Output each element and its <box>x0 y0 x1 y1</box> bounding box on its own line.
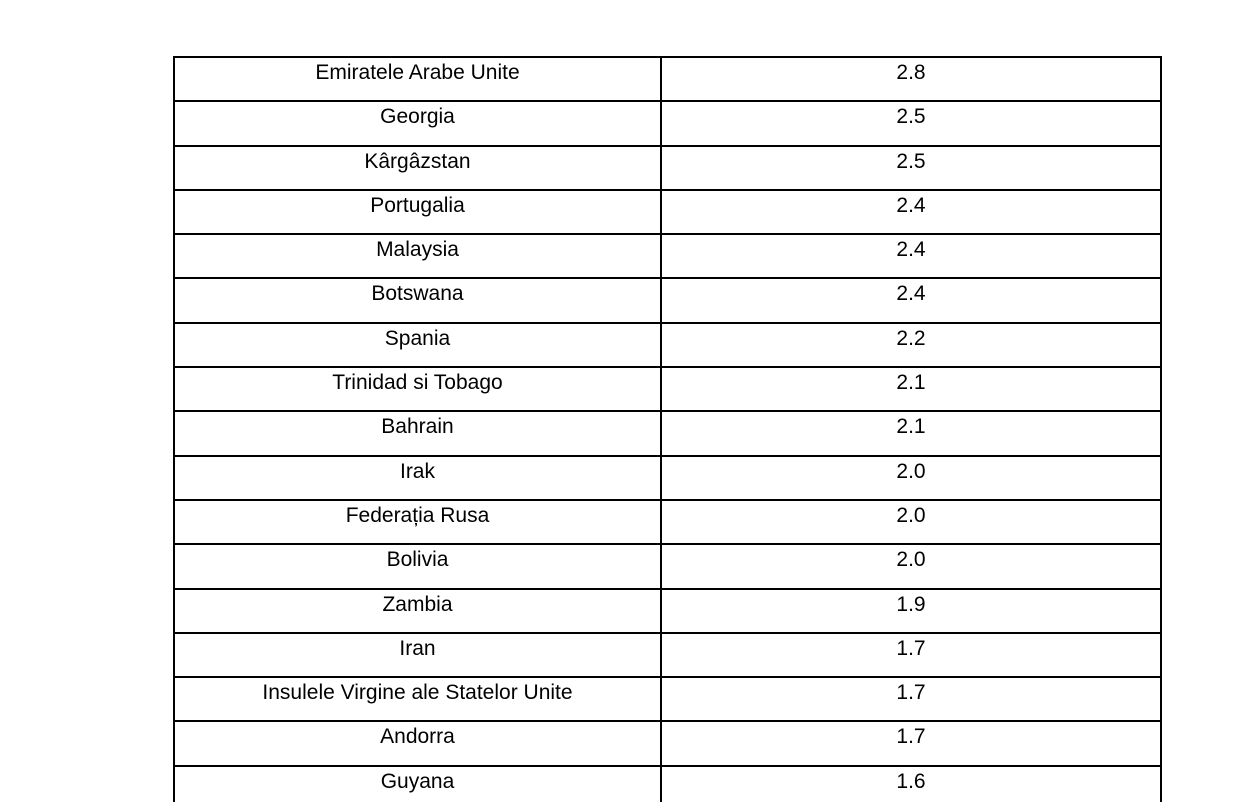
value-cell: 2.0 <box>660 454 1162 501</box>
country-cell: Insulele Virgine ale Statelor Unite <box>173 676 662 723</box>
country-cell: Botswana <box>173 277 662 324</box>
country-cell: Bolivia <box>173 543 662 590</box>
value-cell: 2.0 <box>660 543 1162 590</box>
table-row: Trinidad si Tobago 2.1 <box>173 366 1162 413</box>
country-cell: Andorra <box>173 720 662 767</box>
country-cell: Kârgâzstan <box>173 144 662 191</box>
country-cell: Irak <box>173 454 662 501</box>
country-cell: Zambia <box>173 587 662 634</box>
table-row: Botswana 2.4 <box>173 277 1162 324</box>
country-value-table: Emiratele Arabe Unite 2.8 Georgia 2.5 Kâ… <box>173 55 1162 802</box>
country-cell: Iran <box>173 631 662 679</box>
value-cell: 2.5 <box>660 144 1162 191</box>
country-cell: Malaysia <box>173 233 662 280</box>
country-cell: Emiratele Arabe Unite <box>173 55 662 103</box>
value-cell: 2.5 <box>660 100 1162 147</box>
value-cell: 2.1 <box>660 410 1162 457</box>
value-cell: 1.7 <box>660 720 1162 767</box>
country-cell: Bahrain <box>173 410 662 457</box>
table-row: Guyana 1.6 <box>173 764 1162 802</box>
value-cell: 1.6 <box>660 764 1162 802</box>
value-cell: 1.9 <box>660 587 1162 634</box>
value-cell: 1.7 <box>660 676 1162 723</box>
table-row: Spania 2.2 <box>173 321 1162 369</box>
country-cell: Trinidad si Tobago <box>173 366 662 413</box>
table-row: Iran 1.7 <box>173 631 1162 679</box>
table-row: Malaysia 2.4 <box>173 233 1162 280</box>
table-row: Kârgâzstan 2.5 <box>173 144 1162 191</box>
country-cell: Portugalia <box>173 188 662 236</box>
country-cell: Spania <box>173 321 662 369</box>
table-body: Emiratele Arabe Unite 2.8 Georgia 2.5 Kâ… <box>173 55 1162 802</box>
table-row: Portugalia 2.4 <box>173 188 1162 236</box>
value-cell: 2.0 <box>660 498 1162 546</box>
value-cell: 2.4 <box>660 188 1162 236</box>
table-row: Insulele Virgine ale Statelor Unite 1.7 <box>173 676 1162 723</box>
table-row: Andorra 1.7 <box>173 720 1162 767</box>
table-row: Bahrain 2.1 <box>173 410 1162 457</box>
table-row: Federația Rusa 2.0 <box>173 498 1162 546</box>
value-cell: 2.2 <box>660 321 1162 369</box>
country-cell: Guyana <box>173 764 662 802</box>
country-cell: Federația Rusa <box>173 498 662 546</box>
table-row: Zambia 1.9 <box>173 587 1162 634</box>
table-row: Emiratele Arabe Unite 2.8 <box>173 55 1162 103</box>
value-cell: 2.4 <box>660 277 1162 324</box>
table-row: Bolivia 2.0 <box>173 543 1162 590</box>
country-cell: Georgia <box>173 100 662 147</box>
value-cell: 2.4 <box>660 233 1162 280</box>
table-row: Georgia 2.5 <box>173 100 1162 147</box>
value-cell: 1.7 <box>660 631 1162 679</box>
value-cell: 2.1 <box>660 366 1162 413</box>
value-cell: 2.8 <box>660 55 1162 103</box>
table-row: Irak 2.0 <box>173 454 1162 501</box>
